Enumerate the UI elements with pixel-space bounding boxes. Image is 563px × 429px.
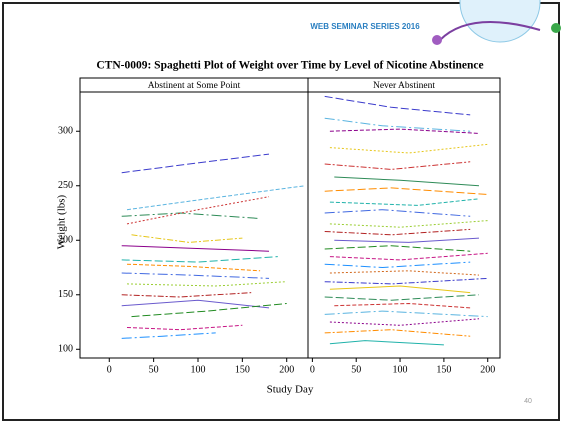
x-tick-label: 100 [393, 364, 408, 375]
series-line [121, 212, 261, 219]
x-tick-label: 200 [480, 364, 495, 375]
series-line [121, 153, 270, 174]
series-line [329, 220, 488, 228]
panel-title: Never Abstinent [373, 81, 435, 91]
series-line [121, 272, 270, 279]
slide-header: WEB SEMINAR SERIES 2016 [310, 22, 420, 31]
panel-frame [307, 91, 501, 359]
x-tick-label: 0 [310, 364, 315, 375]
series-line [334, 237, 480, 243]
series-line [121, 332, 216, 339]
x-tick-label: 150 [436, 364, 451, 375]
series-line [329, 143, 488, 154]
series-line [131, 234, 243, 243]
y-axis-label: Weight (lbs) [56, 194, 68, 249]
series-line [131, 303, 287, 318]
series-line [324, 95, 471, 116]
series-line [324, 294, 480, 301]
series-line [329, 285, 471, 294]
series-line [126, 281, 287, 287]
series-line [126, 185, 305, 211]
series-line [334, 176, 480, 187]
x-tick-label: 100 [190, 364, 205, 375]
y-tick-label: 150 [58, 289, 73, 300]
y-tick-label: 100 [58, 344, 73, 355]
series-line [324, 261, 471, 269]
series-line [334, 302, 471, 309]
y-tick-label: 300 [58, 126, 73, 137]
series-line [324, 245, 471, 252]
series-line [121, 292, 252, 298]
x-tick-label: 200 [279, 364, 294, 375]
series-line [126, 196, 270, 225]
series-line [121, 245, 270, 252]
series-line [324, 310, 488, 318]
slide-frame [2, 2, 560, 421]
x-tick-label: 0 [107, 364, 112, 375]
series-line [329, 252, 488, 261]
decor-dot [432, 35, 442, 45]
page-number: 40 [524, 398, 532, 405]
series-line [324, 209, 471, 217]
x-tick-label: 50 [149, 364, 159, 375]
decor-dot [551, 23, 561, 33]
chart-title: CTN-0009: Spaghetti Plot of Weight over … [96, 60, 483, 72]
series-line [329, 340, 444, 346]
series-line [121, 256, 278, 263]
series-line [126, 263, 261, 272]
x-tick-label: 50 [351, 364, 361, 375]
series-line [329, 198, 480, 206]
decor-arc [439, 21, 541, 41]
y-tick-label: 200 [58, 235, 73, 246]
series-line [121, 299, 270, 309]
x-axis-label: Study Day [267, 384, 314, 396]
decor-globe [459, 0, 541, 43]
series-line [324, 117, 471, 132]
y-tick-label: 250 [58, 180, 73, 191]
series-line [324, 187, 488, 195]
x-tick-label: 150 [235, 364, 250, 375]
series-line [329, 128, 480, 134]
panel-title: Abstinent at Some Point [148, 81, 241, 91]
series-line [329, 270, 480, 276]
